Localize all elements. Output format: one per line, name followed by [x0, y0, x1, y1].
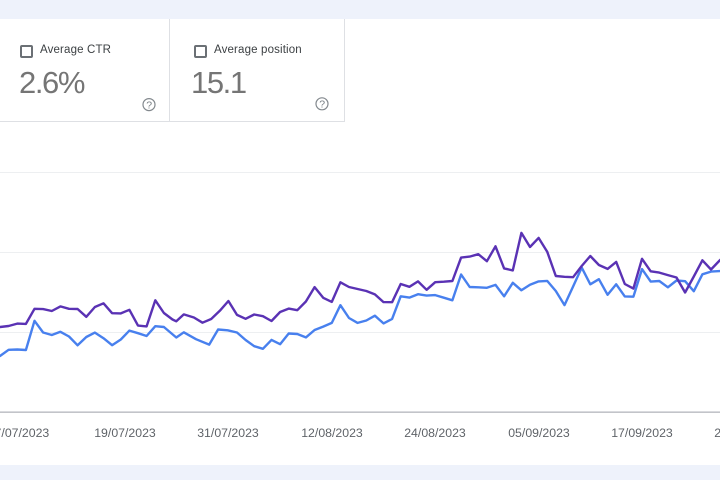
svg-text:?: ?	[146, 99, 152, 111]
svg-text:?: ?	[319, 99, 325, 111]
